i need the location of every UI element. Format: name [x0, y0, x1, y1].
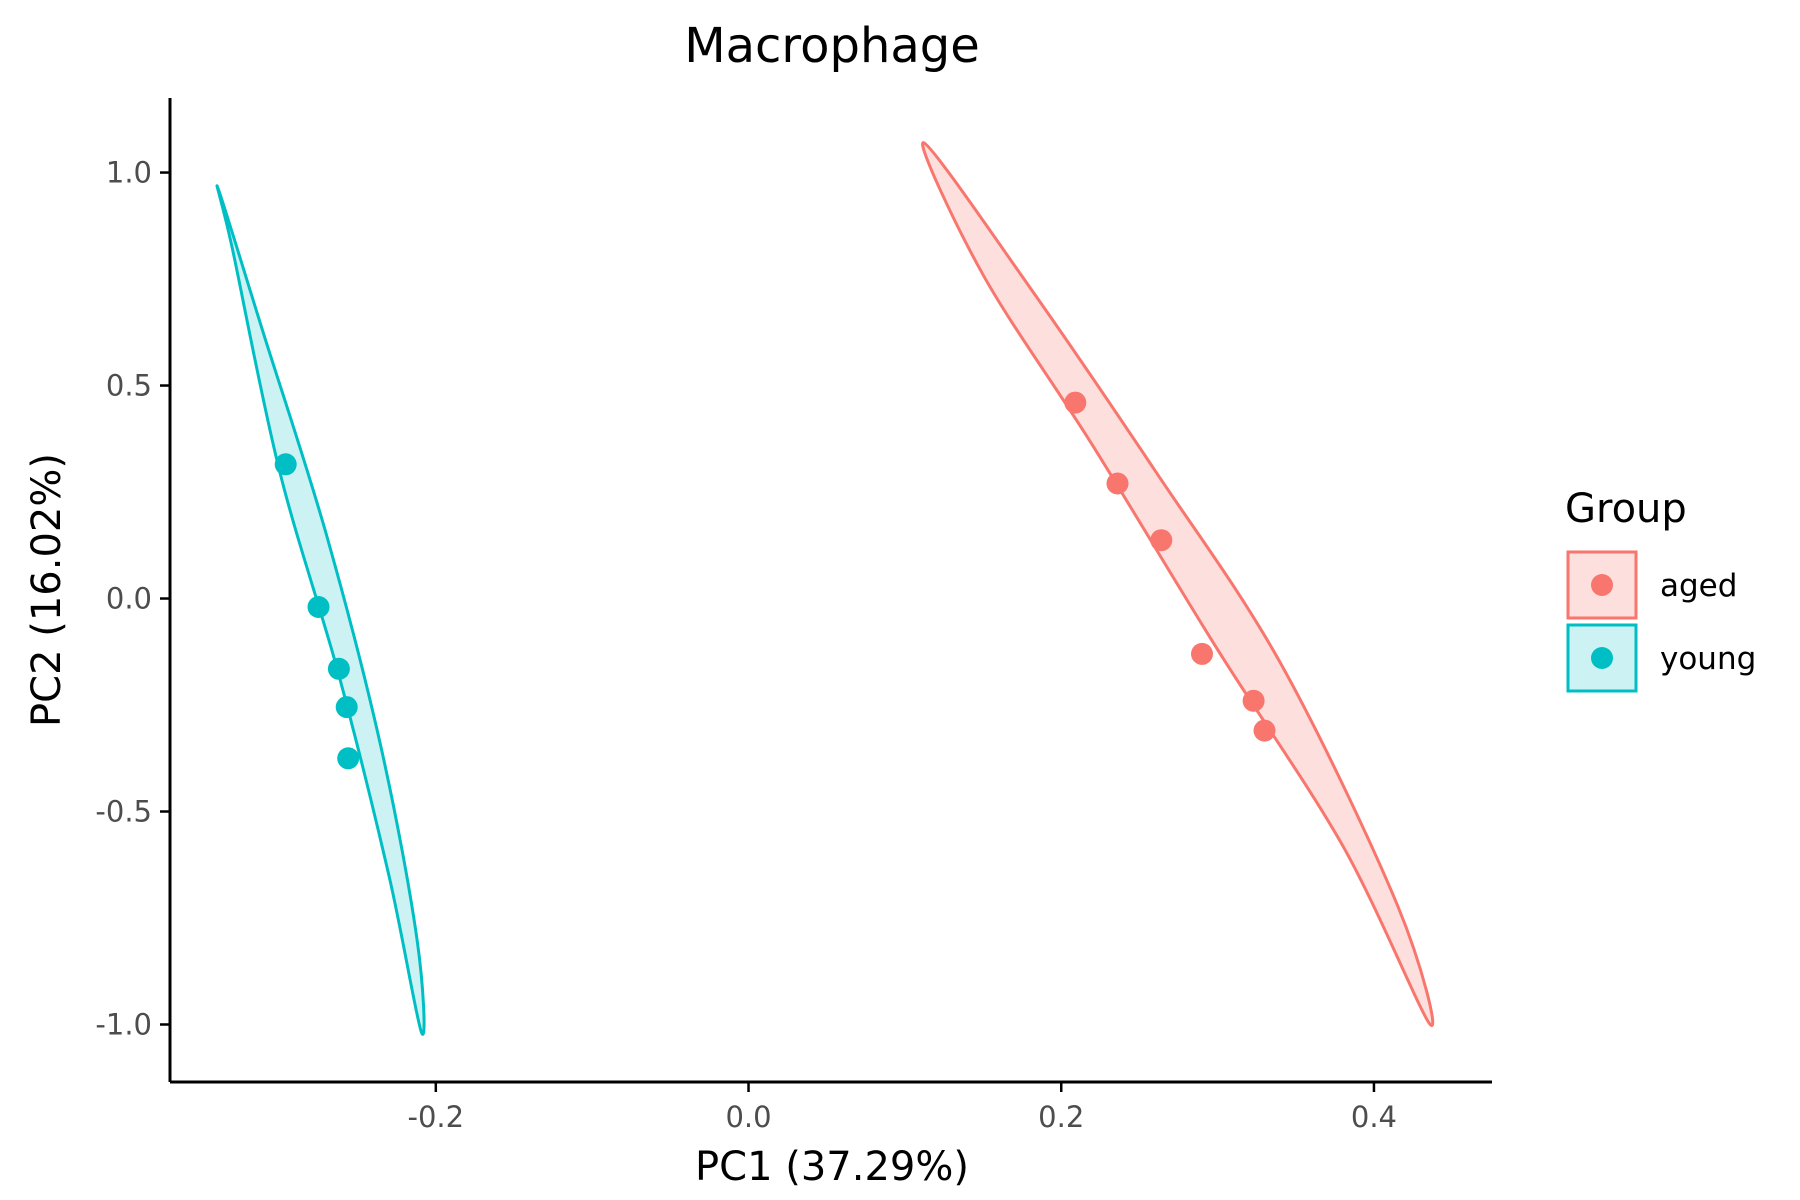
point-aged-1: [1064, 391, 1087, 414]
y-tick-label: 0.5: [106, 369, 152, 403]
point-young-3: [327, 657, 350, 680]
y-tick-label: 1.0: [106, 156, 152, 190]
data-points: [274, 391, 1276, 770]
legend-items: aged young: [1566, 550, 1756, 693]
y-tick-label: -1.0: [95, 1007, 152, 1041]
point-aged-5: [1242, 689, 1265, 712]
x-tick-label: -0.2: [408, 1100, 465, 1134]
legend-label-aged: aged: [1660, 568, 1737, 604]
x-tick-label: 0.4: [1351, 1100, 1397, 1134]
x-axis-ticks: -0.2 0.0 0.2 0.4: [408, 1082, 1397, 1134]
legend: Group aged young: [1565, 486, 1756, 693]
point-aged-6: [1253, 719, 1276, 742]
legend-dot-aged: [1591, 574, 1613, 596]
point-young-5: [337, 747, 360, 770]
chart-title: Macrophage: [684, 18, 980, 74]
legend-label-young: young: [1660, 641, 1756, 677]
point-young-1: [274, 453, 297, 476]
y-axis-title: PC2 (16.02%): [24, 453, 70, 727]
y-tick-label: -0.5: [95, 795, 152, 829]
point-aged-2: [1106, 472, 1129, 495]
legend-title: Group: [1565, 486, 1687, 532]
legend-dot-young: [1591, 647, 1613, 669]
point-young-4: [335, 696, 358, 719]
point-young-2: [307, 596, 330, 618]
y-tick-label: 0.0: [106, 582, 152, 616]
confidence-ellipses: [215, 141, 1435, 1036]
x-axis-title: PC1 (37.29%): [695, 1144, 969, 1190]
x-tick-label: 0.2: [1038, 1100, 1084, 1134]
point-aged-4: [1191, 642, 1213, 665]
ellipse-aged: [921, 141, 1435, 1027]
x-tick-label: 0.0: [725, 1100, 771, 1134]
y-axis-ticks: -1.0 -0.5 0.0 0.5 1.0: [95, 156, 170, 1041]
point-aged-3: [1150, 529, 1173, 552]
